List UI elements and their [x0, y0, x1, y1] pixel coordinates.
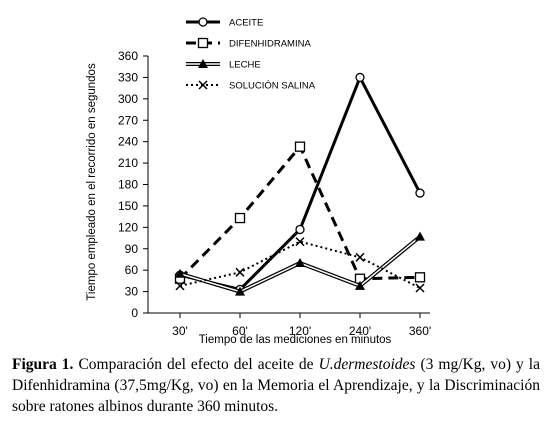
data-point-aceite [355, 72, 365, 83]
y-axis-ticks: 0 30 60 90 120 150 180 210 240 270 300 330 360 [118, 49, 148, 320]
x-tick-label: 360' [409, 324, 431, 338]
y-tick-label: 150 [118, 199, 138, 213]
chart-legend: ACEITE DIFENHIDRAMINA LECHE SOLUCIÓN SALINA [186, 17, 316, 92]
data-point-leche [295, 258, 305, 268]
series-solucion-salina [175, 237, 425, 293]
caption-text-start: Comparación del efecto del aceite de [73, 356, 319, 373]
series-line-aceite [179, 75, 422, 291]
data-point-aceite [295, 224, 305, 235]
legend-label: DIFENHIDRAMINA [229, 39, 311, 50]
y-tick-label: 0 [131, 306, 138, 320]
y-tick-label: 270 [118, 113, 138, 127]
x-tick-label: 60' [232, 324, 248, 338]
legend-marker-leche [198, 59, 208, 68]
x-axis-ticks: 30' 60' 120' 240' 360' [172, 313, 431, 338]
legend-marker-difenhidramina [197, 37, 209, 49]
series-difenhidramina [174, 141, 426, 284]
x-tick-label: 240' [349, 324, 371, 338]
data-point-difenhidramina [294, 141, 306, 152]
y-tick-label: 120 [118, 220, 138, 234]
data-point-leche [415, 231, 425, 241]
series-leche [175, 231, 425, 296]
y-tick-label: 210 [118, 156, 138, 170]
y-tick-label: 60 [125, 263, 139, 277]
legend-item-difenhidramina: DIFENHIDRAMINA [186, 37, 311, 50]
legend-item-aceite: ACEITE [186, 17, 263, 29]
series-line-solucion-salina [179, 240, 421, 289]
y-tick-label: 180 [118, 178, 138, 192]
legend-marker-solucion-salina [198, 80, 208, 90]
legend-item-leche: LECHE [186, 59, 261, 71]
y-tick-label: 30 [125, 285, 139, 299]
x-tick-label: 120' [289, 324, 311, 338]
legend-label: LECHE [229, 60, 261, 71]
data-point-leche [355, 280, 365, 290]
legend-item-solucion-salina: SOLUCIÓN SALINA [186, 80, 316, 92]
data-point-difenhidramina [234, 212, 246, 224]
y-tick-label: 300 [118, 92, 138, 106]
data-point-solucion-salina [175, 281, 185, 291]
y-axis-title: Tiempo empleado en el recorrido en segun… [86, 63, 98, 301]
legend-label: SOLUCIÓN SALINA [229, 81, 316, 92]
line-chart: 0 30 60 90 120 150 180 210 240 270 300 330 360 30' 60… [86, 17, 431, 346]
chart-series [174, 72, 426, 296]
y-tick-label: 330 [118, 70, 138, 84]
chart-axes [147, 56, 430, 314]
figure-caption: Figura 1. Comparación del efecto del ace… [12, 354, 540, 417]
y-tick-label: 90 [125, 242, 139, 256]
data-point-solucion-salina [235, 267, 245, 277]
data-point-solucion-salina [415, 283, 425, 293]
data-point-leche [235, 286, 245, 296]
data-point-difenhidramina [414, 272, 426, 283]
caption-label: Figura 1. [12, 356, 74, 373]
y-tick-label: 360 [118, 49, 138, 63]
data-point-solucion-salina [295, 237, 305, 247]
data-point-aceite [415, 188, 425, 198]
data-point-leche [175, 268, 185, 278]
x-axis-title: Tiempo de las mediciones en minutos [199, 334, 392, 346]
legend-label: ACEITE [229, 18, 263, 29]
y-tick-label: 240 [118, 135, 138, 149]
x-tick-label: 30' [172, 324, 188, 338]
data-point-solucion-salina [355, 252, 365, 262]
caption-species: U.dermestoides [318, 356, 416, 373]
caption-text-end: (3 mg/Kg, vo) y la Difenhidramina (37,5m… [12, 356, 540, 415]
legend-marker-aceite [198, 17, 208, 27]
